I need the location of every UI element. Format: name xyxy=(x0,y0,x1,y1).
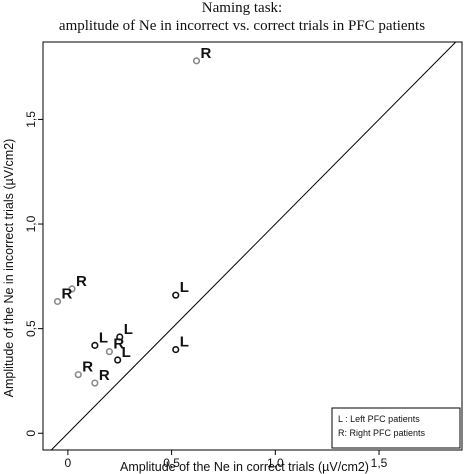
point-label-l: L xyxy=(180,334,189,351)
data-point-r xyxy=(68,285,76,293)
legend-box xyxy=(331,407,461,449)
data-point-l xyxy=(116,333,124,341)
y-axis-title: Amplitude of the Ne in incorrect trials … xyxy=(2,139,16,398)
legend-entry-r: R: Right PFC patients xyxy=(338,428,426,438)
point-label-r: R xyxy=(200,45,211,62)
data-point-r xyxy=(74,371,82,379)
y-tick-label: 0 xyxy=(24,430,38,437)
y-axis: 0 0,5 1,0 1,5 xyxy=(24,111,43,437)
data-point-r xyxy=(53,297,62,306)
legend-entry-l: L : Left PFC patients xyxy=(338,414,420,424)
x-tick-label: 0,5 xyxy=(163,456,180,470)
y-tick-label: 0,5 xyxy=(24,320,38,337)
point-label-r: R xyxy=(62,285,73,302)
reference-line-identity xyxy=(50,41,457,451)
data-point-l xyxy=(114,356,122,364)
point-label-l: L xyxy=(122,344,131,361)
chart-subtitle: amplitude of Ne in incorrect vs. correct… xyxy=(59,18,425,34)
point-label-l: L xyxy=(99,329,108,346)
x-axis: 0 0,5 1,0 1,5 xyxy=(65,450,388,470)
point-label-r: R xyxy=(99,367,110,384)
data-point-l xyxy=(172,345,180,354)
data-point-r xyxy=(105,348,113,356)
data-point-l xyxy=(172,291,180,299)
data-point-l xyxy=(91,341,99,349)
y-tick-label: 1,0 xyxy=(24,215,38,232)
data-point-r xyxy=(192,57,201,65)
legend: L : Left PFC patients R: Right PFC patien… xyxy=(331,407,461,449)
plot-frame xyxy=(42,41,463,451)
point-label-r: R xyxy=(82,359,93,376)
y-tick-label: 1,5 xyxy=(24,111,38,128)
point-label-l: L xyxy=(124,321,133,338)
x-tick-label: 1,0 xyxy=(267,456,284,470)
data-point-r xyxy=(91,379,99,387)
x-axis-title: Amplitude of the Ne in correct trials (µ… xyxy=(120,460,369,474)
x-tick-label: 1,5 xyxy=(371,456,388,470)
point-label-l: L xyxy=(180,279,189,296)
point-label-r: R xyxy=(76,273,87,290)
x-tick-label: 0 xyxy=(65,456,72,470)
chart-title: Naming task: xyxy=(202,0,282,16)
point-label-r: R xyxy=(113,336,124,353)
